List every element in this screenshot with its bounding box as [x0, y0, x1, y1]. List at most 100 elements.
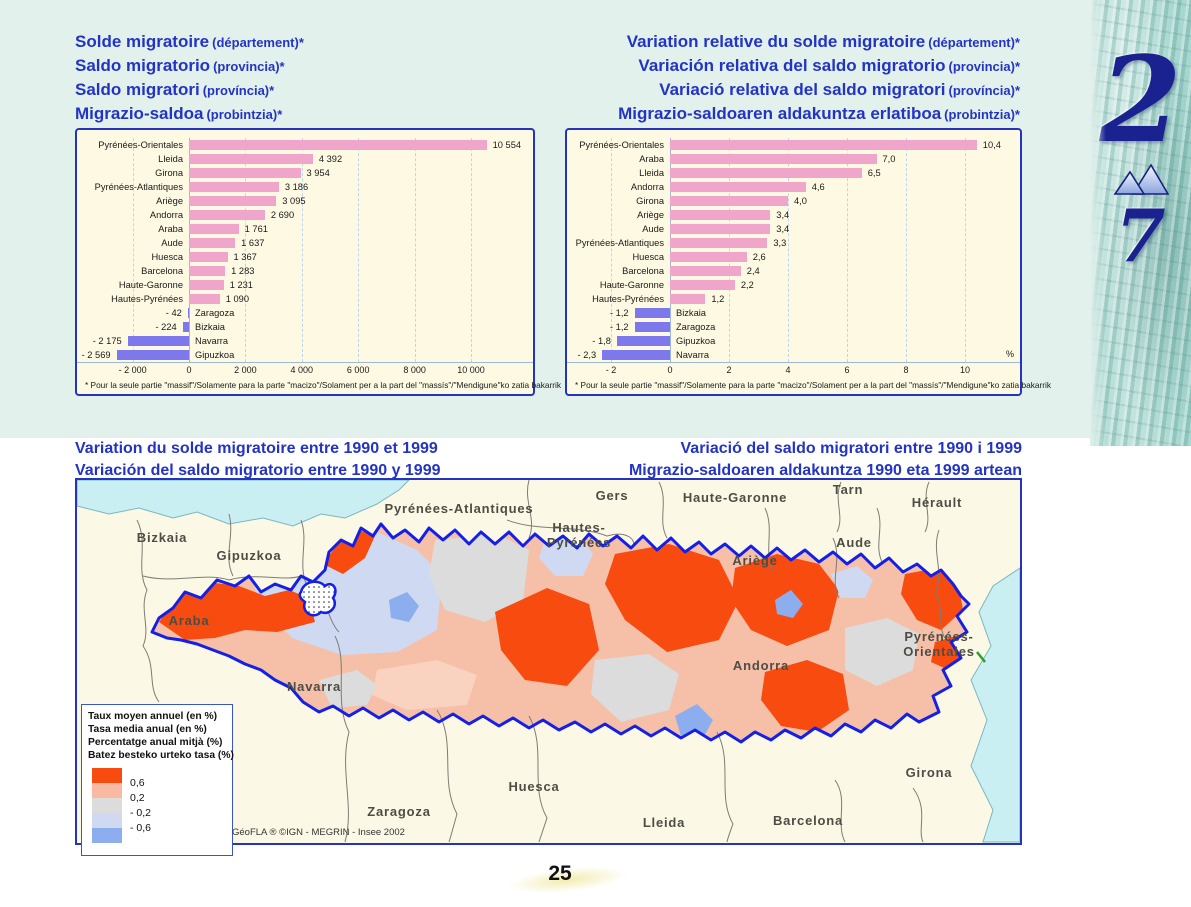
migration-balance-bar-chart: - 2 000 0 2 000 4 000 6 000 8 000 10 000 Pyréné… [75, 128, 561, 396]
title-suffix: (probintzia)* [206, 107, 283, 122]
atlantic-sea [76, 479, 411, 527]
value-label: 3 954 [306, 168, 330, 178]
title-suffix: (provincia)* [948, 59, 1020, 74]
category-label: Haute-Garonne [599, 280, 664, 290]
value-label: 2,4 [746, 266, 760, 276]
bar-Barcelona [189, 266, 226, 276]
bar-Pyrénées-Orientales [189, 140, 487, 150]
category-label: Barcelona [141, 266, 183, 276]
map-title-es: Variación del saldo migratorio entre 199… [75, 462, 441, 479]
title-suffix: (département)* [928, 35, 1020, 50]
map-title-block-right: Variació del saldo migratori entre 1990 … [629, 438, 1022, 482]
legend-color-scale: 0,6 0,2 - 0,2 - 0,6 [88, 768, 226, 848]
bar-Girona [189, 168, 301, 178]
title-suffix: (département)* [212, 35, 304, 50]
value-label: 3 095 [282, 196, 306, 206]
title-line-eu: Migrazio-saldoa (probintzia)* [75, 102, 304, 126]
mediterranean-sea [970, 567, 1021, 843]
value-label: 10 554 [492, 140, 522, 150]
category-label: Bizkaia [676, 308, 706, 318]
category-label: Barcelona [622, 266, 664, 276]
map-label-bizkaia: Bizkaia [137, 530, 187, 545]
bar-Huesca [670, 252, 747, 262]
category-label: Lleida [639, 168, 664, 178]
bar-Araba [189, 224, 239, 234]
value-label: 4,6 [811, 182, 825, 192]
category-label: Pyrénées-Atlantiques [94, 182, 183, 192]
mountains-icon [1112, 161, 1169, 200]
bar-Aude [670, 224, 771, 234]
title-main: Variació relativa del saldo migratori [659, 80, 946, 99]
legend-title-ca: Percentatge anual mitjà (%) [88, 737, 223, 748]
value-label: 2,2 [740, 280, 754, 290]
category-label: Girona [636, 196, 664, 206]
value-label: - 42 [165, 308, 182, 318]
value-label: 4 392 [318, 154, 343, 164]
map-label-girona: Girona [906, 765, 953, 780]
title-suffix: (província)* [948, 83, 1020, 98]
legend-swatch-positive [92, 783, 122, 798]
pyrenees-massif-map: Bizkaia Gipuzkoa Araba Navarra Pyrénées-Atla… [75, 478, 1022, 856]
legend-title-eu: Batez besteko urteko tasa (%) [88, 750, 234, 761]
bar-Lleida [189, 154, 313, 164]
map-label-navarra: Navarra [287, 679, 341, 694]
category-label: Navarra [195, 336, 229, 346]
bar-Lleida [670, 168, 862, 178]
bar-Barcelona [670, 266, 741, 276]
map-attribution: GéoFLA ® ©IGN - MEGRIN - Insee 2002 [232, 827, 405, 838]
bar-Andorra [670, 182, 806, 192]
map-label-huesca: Huesca [508, 779, 559, 794]
category-label: Haute-Garonne [118, 280, 183, 290]
category-label: Zaragoza [676, 322, 716, 332]
chapter-sidebar-tab: 2 7 [1090, 0, 1191, 446]
map-legend: Taux moyen annuel (en %) Tasa media anua… [81, 704, 234, 856]
map-title-eu: Migrazio-saldoaren aldakuntza 1990 eta 1… [628, 462, 1022, 479]
value-label: 6,5 [867, 168, 881, 178]
map-label-barcelona: Barcelona [773, 813, 843, 828]
dotted-enclave [298, 580, 337, 617]
category-label: Girona [155, 168, 183, 178]
value-label: 2 690 [270, 210, 295, 220]
value-label: 3,3 [773, 238, 787, 248]
chart-plot-area: - 2 000 0 2 000 4 000 6 000 8 000 10 000 Pyréné… [77, 130, 533, 394]
title-line-fr: Variation relative du solde migratoire (d… [618, 30, 1020, 54]
legend-break: - 0,2 [130, 807, 152, 819]
title-line-es: Variación relativa del saldo migratorio(… [618, 54, 1020, 78]
category-label: Pyrénées-Orientales [579, 140, 664, 150]
legend-swatch-neutral [92, 798, 122, 813]
category-label: Lleida [158, 154, 183, 164]
category-label: Bizkaia [195, 322, 225, 332]
value-label: - 1,2 [610, 308, 629, 318]
green-coast-segment [976, 651, 986, 663]
value-label: 3 186 [284, 182, 309, 192]
map-label-lleida: Lleida [643, 815, 685, 830]
left-chart-title-block: Solde migratoire (département)* Saldo mig… [75, 30, 304, 126]
map-region-labels: Bizkaia Gipuzkoa Araba Navarra Pyrénées-Atla… [137, 482, 974, 830]
map-title-ca: Variació del saldo migratori entre 1990 … [680, 440, 1023, 457]
category-label: Huesca [632, 252, 664, 262]
title-suffix: (provincia)* [213, 59, 285, 74]
bar-Bizkaia [182, 322, 189, 332]
map-label-hautes-pyrénées: Hautes-Pyrénées [547, 520, 611, 550]
category-label: Navarra [676, 350, 710, 360]
bar-Aude [189, 238, 236, 248]
bar-Pyrénées-Atlantiques [670, 238, 768, 248]
title-main: Migrazio-saldoa [75, 104, 204, 123]
chart-footnote: * Pour la seule partie "massif"/Solament… [85, 380, 561, 390]
map-label-andorra: Andorra [733, 658, 789, 673]
title-line-eu: Migrazio-saldoaren aldakuntza erlatiboa(… [618, 102, 1020, 126]
value-label: 1 231 [229, 280, 253, 290]
bar-Bizkaia [634, 308, 670, 318]
map-canvas: Bizkaia Gipuzkoa Araba Navarra Pyrénées-Atla… [76, 479, 1021, 843]
page-number: 25 [548, 862, 572, 885]
title-line-es: Saldo migratorio (provincia)* [75, 54, 304, 78]
category-label: Zaragoza [195, 308, 235, 318]
title-main: Solde migratoire [75, 32, 210, 51]
category-label: Aude [161, 238, 183, 248]
value-label: 1 367 [233, 252, 257, 262]
category-label: Aude [642, 224, 664, 234]
bar-Navarra [602, 350, 670, 360]
title-line-ca: Saldo migratori (província)* [75, 78, 304, 102]
bar-Navarra [127, 336, 189, 346]
legend-swatch-high-negative [92, 828, 122, 843]
